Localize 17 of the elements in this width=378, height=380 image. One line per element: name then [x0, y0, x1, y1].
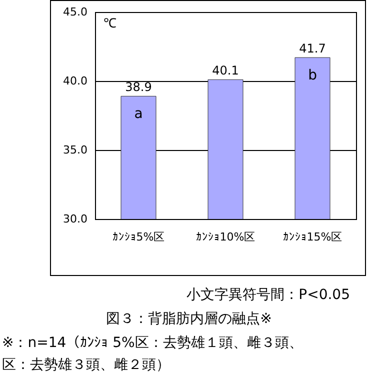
annotation: a: [134, 106, 143, 122]
x-tick-label: ｶﾝｼｮ10%区: [196, 230, 256, 244]
y-tick-label: 35.0: [63, 144, 88, 156]
text: ※：n=14（ｶﾝｼｮ 5%区：去勢雄１頭、雌３頭、: [2, 334, 303, 352]
text: 小文字異符号間：P<0.05: [186, 286, 350, 304]
x-tick-label: ｶﾝｼｮ5%区: [112, 230, 165, 244]
text: 区：去勢雄３頭、雌２頭）: [2, 356, 170, 374]
text: 図３：背脂肪内層の融点※: [105, 310, 273, 328]
y-tick-label: 30.0: [63, 212, 88, 226]
annotation: b: [308, 68, 318, 84]
data-label: 38.9: [125, 80, 152, 94]
y-axis-title: ℃: [104, 16, 116, 30]
y-tick-label: 40.0: [63, 74, 88, 88]
data-label: 41.7: [299, 42, 326, 56]
data-label: 40.1: [212, 64, 239, 78]
x-tick-label: ｶﾝｼｮ15%区: [282, 230, 342, 244]
y-tick-label: 45.0: [63, 6, 88, 18]
